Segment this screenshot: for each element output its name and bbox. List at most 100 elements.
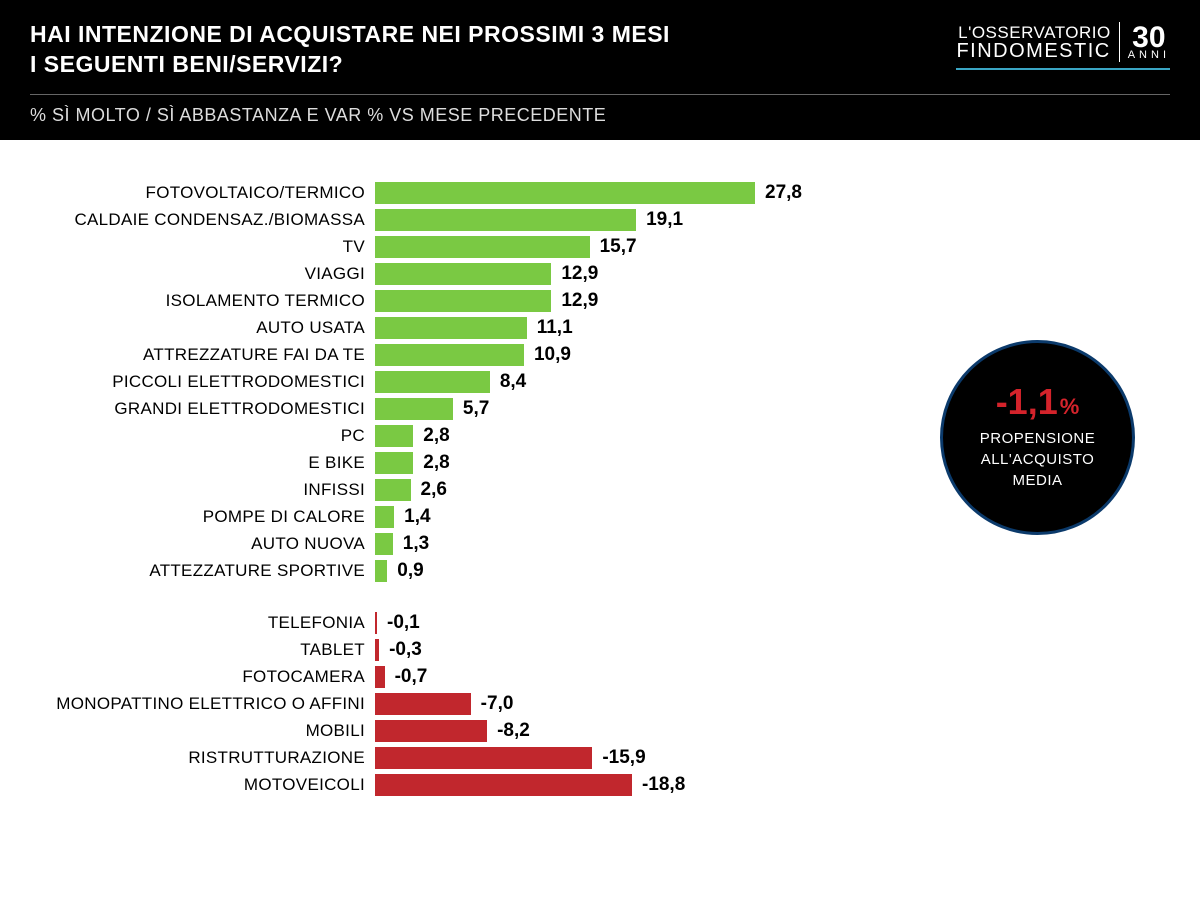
bar-row: TELEFONIA -0,1 bbox=[40, 610, 800, 637]
bar-value: 0,9 bbox=[397, 560, 423, 582]
group-gap bbox=[40, 585, 800, 610]
bar-label: CALDAIE CONDENSAZ./BIOMASSA bbox=[40, 210, 375, 230]
logo-row: L'OSSERVATORIO FINDOMESTIC 30 ANNI bbox=[956, 22, 1170, 70]
bar-value: 12,9 bbox=[561, 263, 598, 285]
bar-value: 11,1 bbox=[537, 317, 573, 339]
bar-label: MONOPATTINO ELETTRICO O AFFINI bbox=[40, 694, 375, 714]
logo-top-text: L'OSSERVATORIO bbox=[958, 24, 1111, 41]
bar-track: 10,9 bbox=[375, 344, 800, 366]
bar-value: -15,9 bbox=[602, 747, 645, 769]
bar-track: -8,2 bbox=[375, 720, 800, 742]
bar-value: -18,8 bbox=[642, 774, 685, 796]
bar-track: 15,7 bbox=[375, 236, 800, 258]
bar-value: 27,8 bbox=[765, 182, 802, 204]
bar-fill bbox=[375, 774, 632, 796]
bar-label: ATTEZZATURE SPORTIVE bbox=[40, 561, 375, 581]
bar-fill bbox=[375, 182, 755, 204]
bar-value: -0,1 bbox=[387, 612, 420, 634]
bar-track: 0,9 bbox=[375, 560, 800, 582]
bar-label: PICCOLI ELETTRODOMESTICI bbox=[40, 372, 375, 392]
bar-value: -0,3 bbox=[389, 639, 422, 661]
bar-label: TV bbox=[40, 237, 375, 257]
bar-track: 2,8 bbox=[375, 425, 800, 447]
bar-track: -15,9 bbox=[375, 747, 800, 769]
bar-value: 5,7 bbox=[463, 398, 489, 420]
bar-fill bbox=[375, 452, 413, 474]
bar-fill bbox=[375, 639, 379, 661]
bar-row: MOTOVEICOLI-18,8 bbox=[40, 772, 800, 799]
badge-text: PROPENSIONE ALL'ACQUISTO MEDIA bbox=[980, 428, 1096, 491]
logo-years-number: 30 bbox=[1132, 24, 1165, 51]
summary-badge: -1,1 % PROPENSIONE ALL'ACQUISTO MEDIA bbox=[940, 340, 1135, 535]
bar-fill bbox=[375, 398, 453, 420]
bar-label: PC bbox=[40, 426, 375, 446]
bar-label: INFISSI bbox=[40, 480, 375, 500]
bar-value: 1,4 bbox=[404, 506, 430, 528]
bar-row: POMPE DI CALORE 1,4 bbox=[40, 504, 800, 531]
bar-fill bbox=[375, 533, 393, 555]
bar-row: FOTOVOLTAICO/TERMICO 27,8 bbox=[40, 180, 800, 207]
bar-track: -0,1 bbox=[375, 612, 800, 634]
page-subtitle: % SÌ MOLTO / SÌ ABBASTANZA E VAR % VS ME… bbox=[30, 105, 1170, 126]
bars-container: FOTOVOLTAICO/TERMICO 27,8 CALDAIE CONDENSA… bbox=[40, 180, 800, 799]
bar-fill bbox=[375, 666, 385, 688]
bar-label: TELEFONIA bbox=[40, 613, 375, 633]
title-line-1: HAI INTENZIONE DI ACQUISTARE NEI PROSSIM… bbox=[30, 21, 670, 47]
bar-value: 19,1 bbox=[646, 209, 683, 231]
bar-row: PC 2,8 bbox=[40, 423, 800, 450]
logo-separator bbox=[1119, 22, 1120, 62]
bar-value: 8,4 bbox=[500, 371, 526, 393]
bar-fill bbox=[375, 425, 413, 447]
badge-percent-sign: % bbox=[1060, 396, 1080, 418]
badge-line-1: PROPENSIONE bbox=[980, 430, 1096, 447]
bar-fill bbox=[375, 344, 524, 366]
bar-fill bbox=[375, 317, 527, 339]
bar-track: 11,1 bbox=[375, 317, 800, 339]
badge-line-2: ALL'ACQUISTO bbox=[981, 451, 1095, 468]
bar-fill bbox=[375, 612, 377, 634]
bar-row: CALDAIE CONDENSAZ./BIOMASSA 19,1 bbox=[40, 207, 800, 234]
bar-row: GRANDI ELETTRODOMESTICI5,7 bbox=[40, 396, 800, 423]
bar-value: 2,8 bbox=[423, 452, 449, 474]
bar-track: 1,3 bbox=[375, 533, 800, 555]
logo-bottom-text: FINDOMESTIC bbox=[956, 41, 1110, 61]
bar-row: TV15,7 bbox=[40, 234, 800, 261]
bar-label: E BIKE bbox=[40, 453, 375, 473]
bar-fill bbox=[375, 371, 490, 393]
bar-track: 5,7 bbox=[375, 398, 800, 420]
bar-fill bbox=[375, 693, 471, 715]
bar-row: PICCOLI ELETTRODOMESTICI 8,4 bbox=[40, 369, 800, 396]
bar-row: FOTOCAMERA-0,7 bbox=[40, 664, 800, 691]
bar-value: -0,7 bbox=[395, 666, 428, 688]
logo-block: L'OSSERVATORIO FINDOMESTIC 30 ANNI bbox=[956, 22, 1170, 70]
bar-track: 27,8 bbox=[375, 182, 800, 204]
bar-row: ATTEZZATURE SPORTIVE 0,9 bbox=[40, 558, 800, 585]
header: HAI INTENZIONE DI ACQUISTARE NEI PROSSIM… bbox=[0, 0, 1200, 140]
bar-value: 2,6 bbox=[421, 479, 447, 501]
badge-value: -1,1 bbox=[996, 384, 1058, 420]
bar-track: 8,4 bbox=[375, 371, 800, 393]
bar-row: TABLET-0,3 bbox=[40, 637, 800, 664]
bar-value: -8,2 bbox=[497, 720, 530, 742]
bar-row: MOBILI-8,2 bbox=[40, 718, 800, 745]
bar-value: 2,8 bbox=[423, 425, 449, 447]
bar-track: -0,7 bbox=[375, 666, 800, 688]
bar-fill bbox=[375, 236, 590, 258]
bar-row: ATTREZZATURE FAI DA TE10,9 bbox=[40, 342, 800, 369]
bar-fill bbox=[375, 720, 487, 742]
bar-fill bbox=[375, 506, 394, 528]
bar-label: POMPE DI CALORE bbox=[40, 507, 375, 527]
bar-row: RISTRUTTURAZIONE-15,9 bbox=[40, 745, 800, 772]
bar-label: FOTOVOLTAICO/TERMICO bbox=[40, 183, 375, 203]
logo-right: 30 ANNI bbox=[1128, 24, 1170, 61]
bar-label: AUTO NUOVA bbox=[40, 534, 375, 554]
bar-track: -7,0 bbox=[375, 693, 800, 715]
bar-row: E BIKE 2,8 bbox=[40, 450, 800, 477]
bar-fill bbox=[375, 479, 411, 501]
bar-row: INFISSI 2,6 bbox=[40, 477, 800, 504]
bar-label: ATTREZZATURE FAI DA TE bbox=[40, 345, 375, 365]
chart-area: FOTOVOLTAICO/TERMICO 27,8 CALDAIE CONDENSA… bbox=[0, 140, 1200, 819]
bar-fill bbox=[375, 263, 551, 285]
bar-row: AUTO NUOVA1,3 bbox=[40, 531, 800, 558]
bar-row: ISOLAMENTO TERMICO12,9 bbox=[40, 288, 800, 315]
